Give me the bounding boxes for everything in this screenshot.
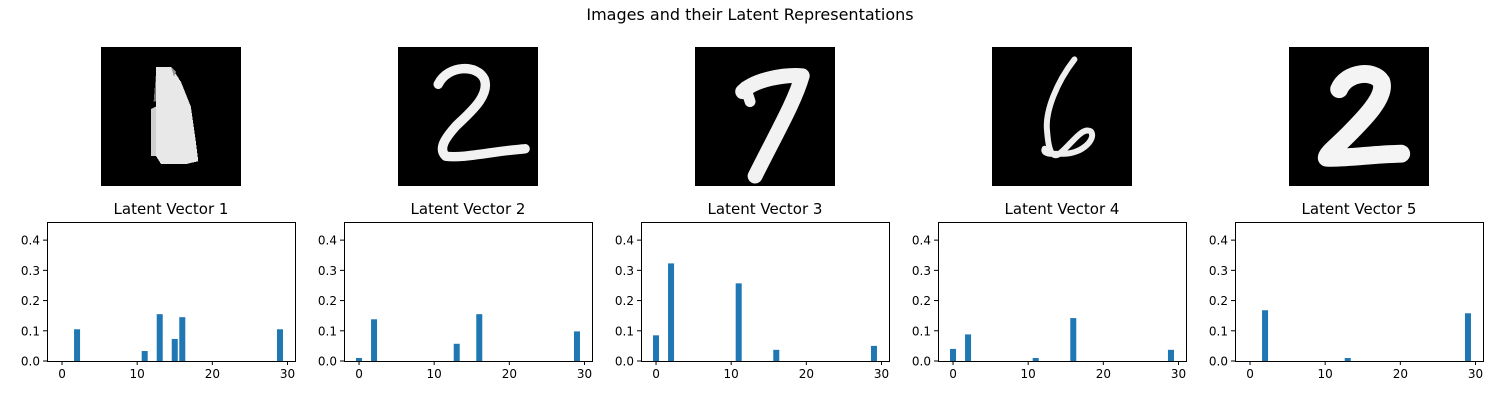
bar [179, 317, 186, 361]
x-tick-label: 10 [130, 367, 145, 381]
bar [371, 319, 378, 361]
x-tick-label: 0 [355, 367, 363, 381]
axes-frame [641, 222, 890, 362]
bar [156, 314, 163, 361]
x-tick-label: 10 [1318, 367, 1333, 381]
x-tick-label: 0 [652, 367, 660, 381]
bar [1262, 310, 1269, 361]
bar [965, 334, 972, 361]
y-tick-label: 0.2 [1209, 294, 1228, 308]
y-tick-label: 0.3 [318, 264, 337, 278]
bar [573, 331, 580, 361]
bar [653, 335, 660, 361]
digit-image-2 [398, 47, 538, 186]
y-tick-label: 0.4 [912, 234, 931, 248]
x-tick-label: 0 [58, 367, 66, 381]
y-tick-label: 0.3 [21, 264, 40, 278]
bar [950, 348, 957, 361]
y-tick-label: 0.1 [1209, 324, 1228, 338]
bar [1464, 313, 1471, 361]
digit-image-3 [695, 47, 835, 186]
y-tick-label: 0.4 [318, 234, 337, 248]
digit-7-image [695, 47, 835, 186]
x-tick-label: 20 [1393, 367, 1408, 381]
figure-title: Images and their Latent Representations [586, 5, 914, 24]
digit-2-image [398, 47, 538, 186]
bar [1344, 357, 1351, 361]
x-tick-label: 20 [799, 367, 814, 381]
bar [1167, 349, 1174, 361]
digit-image-4 [992, 47, 1132, 186]
bar [453, 343, 460, 361]
chart-title: Latent Vector 4 [1005, 200, 1120, 218]
x-tick-label: 30 [280, 367, 295, 381]
digit-image-1 [101, 47, 241, 186]
bar [171, 338, 178, 361]
chart-title: Latent Vector 3 [708, 200, 823, 218]
y-tick-label: 0.4 [1209, 234, 1228, 248]
x-tick-label: 30 [874, 367, 889, 381]
y-tick-label: 0.2 [318, 294, 337, 308]
x-tick-label: 20 [205, 367, 220, 381]
bar [356, 357, 363, 361]
bar [870, 345, 877, 361]
y-tick-label: 0.3 [1209, 264, 1228, 278]
x-tick-label: 0 [1246, 367, 1254, 381]
y-tick-label: 0.2 [912, 294, 931, 308]
bar [276, 329, 283, 361]
x-tick-label: 30 [577, 367, 592, 381]
digit-image-5 [1289, 47, 1429, 186]
bar [668, 263, 675, 361]
digit-1-image [101, 47, 241, 186]
digit-6-image [992, 47, 1132, 186]
chart-title: Latent Vector 1 [114, 200, 229, 218]
x-tick-label: 20 [502, 367, 517, 381]
x-tick-label: 10 [724, 367, 739, 381]
x-tick-label: 0 [949, 367, 957, 381]
x-tick-label: 10 [427, 367, 442, 381]
bar [1070, 318, 1077, 361]
y-tick-label: 0.4 [615, 234, 634, 248]
chart-title: Latent Vector 5 [1302, 200, 1417, 218]
bar [74, 329, 81, 361]
x-tick-label: 30 [1171, 367, 1186, 381]
axes-frame [344, 222, 593, 362]
y-tick-label: 0.4 [21, 234, 40, 248]
x-tick-label: 30 [1468, 367, 1483, 381]
y-tick-label: 0.2 [21, 294, 40, 308]
y-tick-label: 0.1 [912, 324, 931, 338]
y-tick-label: 0.2 [615, 294, 634, 308]
bar [773, 349, 780, 361]
y-tick-label: 0.0 [1209, 355, 1228, 369]
y-tick-label: 0.3 [615, 264, 634, 278]
y-tick-label: 0.1 [21, 324, 40, 338]
y-tick-label: 0.0 [615, 355, 634, 369]
y-tick-label: 0.3 [912, 264, 931, 278]
bar [1032, 357, 1039, 361]
y-tick-label: 0.1 [318, 324, 337, 338]
y-tick-label: 0.0 [912, 355, 931, 369]
y-tick-label: 0.0 [21, 355, 40, 369]
bar [735, 283, 742, 361]
digit-2-image [1289, 47, 1429, 186]
bar [141, 351, 148, 361]
chart-title: Latent Vector 2 [411, 200, 526, 218]
axes-frame [938, 222, 1187, 362]
axes-frame [47, 222, 296, 362]
bar [476, 314, 483, 361]
x-tick-label: 10 [1021, 367, 1036, 381]
y-tick-label: 0.0 [318, 355, 337, 369]
x-tick-label: 20 [1096, 367, 1111, 381]
y-tick-label: 0.1 [615, 324, 634, 338]
axes-frame [1235, 222, 1484, 362]
